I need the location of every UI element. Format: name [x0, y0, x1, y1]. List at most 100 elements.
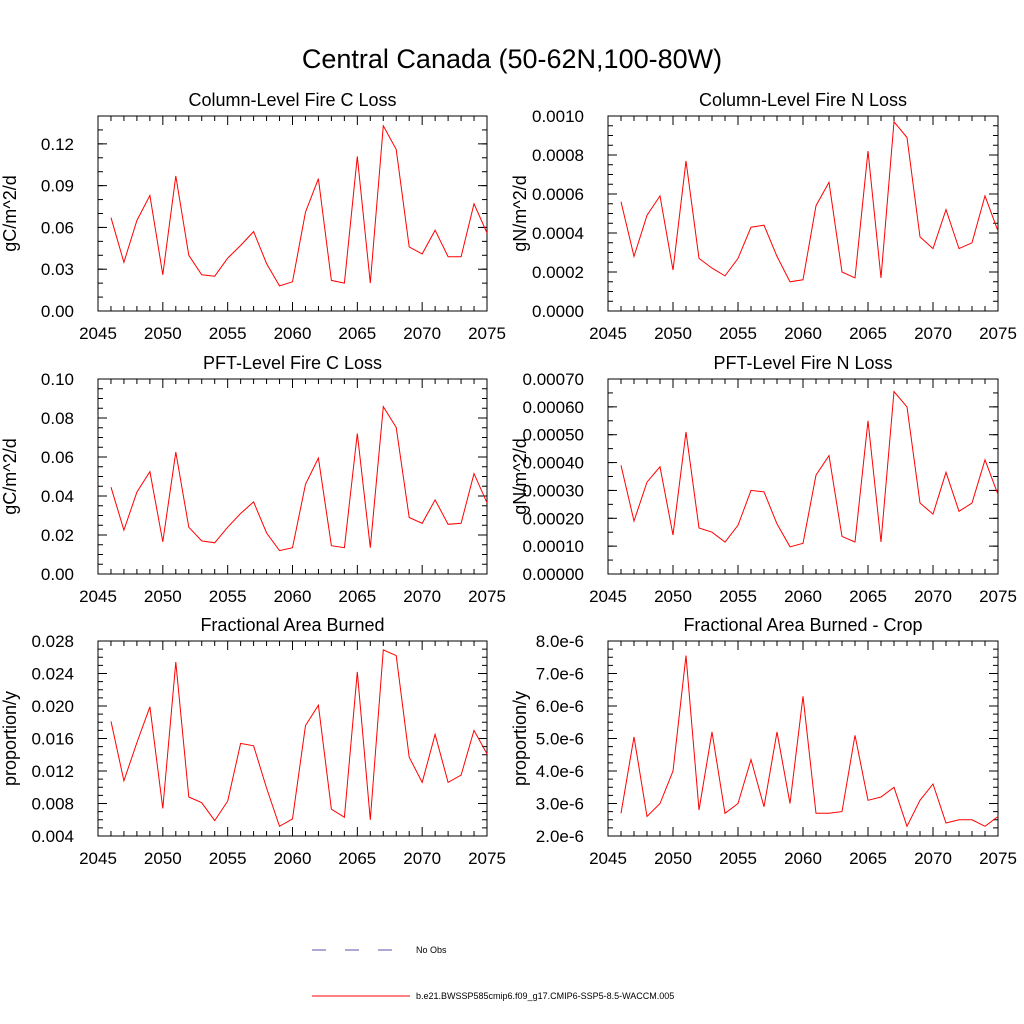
- series-line: [110, 649, 488, 828]
- x-tick-label: 2060: [274, 849, 312, 868]
- y-tick-label: 0.0008: [532, 146, 584, 165]
- series-line: [620, 655, 999, 828]
- y-tick-label: 3.0e-6: [536, 795, 584, 814]
- x-tick-label: 2045: [79, 324, 117, 343]
- y-tick-label: 0.0010: [532, 107, 584, 126]
- y-tick-label: 6.0e-6: [536, 697, 584, 716]
- y-axis-label: gC/m^2/d: [0, 175, 20, 251]
- chart-panel-fab: 2045 2050 2055 2060 2065 2070 2075 0.004 0.008 0.…: [0, 615, 506, 868]
- legend-label-model-run: b.e21.BWSSP585cmip6.f09_g17.CMIP6-SSP5-8…: [416, 991, 674, 1001]
- legend: No Obs b.e21.BWSSP585cmip6.f09_g17.CMIP6…: [312, 945, 674, 1001]
- series-line: [620, 120, 999, 283]
- y-tick-label: 0.08: [41, 409, 74, 428]
- x-tick-label: 2060: [784, 324, 822, 343]
- y-tick-label: 0.10: [41, 370, 74, 389]
- panels: 2045 2050 2055 2060 2065 2070 2075 0.00 0.03 0.06…: [0, 90, 1017, 868]
- y-axis-label: proportion/y: [0, 691, 20, 786]
- panel-title: Fractional Area Burned - Crop: [683, 615, 922, 635]
- x-tick-label: 2070: [914, 587, 952, 606]
- y-tick-label: 0.00040: [523, 454, 584, 473]
- x-tick-label: 2065: [849, 587, 887, 606]
- plot-frame: [97, 378, 488, 575]
- x-tick-label: 2050: [654, 324, 692, 343]
- y-tick-label: 0.00010: [523, 537, 584, 556]
- y-axis-label: proportion/y: [510, 691, 530, 786]
- y-tick-label: 0.00050: [523, 426, 584, 445]
- y-tick-label: 0.024: [31, 665, 74, 684]
- y-tick-label: 0.012: [31, 762, 74, 781]
- y-tick-label: 0.0004: [532, 224, 584, 243]
- x-tick-label: 2065: [849, 324, 887, 343]
- x-tick-label: 2075: [979, 849, 1017, 868]
- x-tick-label: 2045: [589, 849, 627, 868]
- y-tick-label: 0.06: [41, 448, 74, 467]
- y-tick-label: 0.04: [41, 487, 74, 506]
- panel-title: Column-Level Fire N Loss: [699, 90, 907, 110]
- y-tick-label: 0.02: [41, 526, 74, 545]
- x-tick-label: 2050: [654, 587, 692, 606]
- y-tick-label: 0.09: [41, 177, 74, 196]
- x-tick-label: 2070: [403, 324, 441, 343]
- x-tick-label: 2075: [979, 587, 1017, 606]
- plot-frame: [607, 115, 999, 312]
- y-tick-label: 0.020: [31, 697, 74, 716]
- y-tick-label: 0.008: [31, 795, 74, 814]
- y-tick-label: 0.00: [41, 565, 74, 584]
- x-tick-label: 2075: [468, 849, 506, 868]
- legend-label-no-obs: No Obs: [416, 945, 447, 955]
- y-tick-label: 0.00030: [523, 481, 584, 500]
- panel-title: Fractional Area Burned: [200, 615, 384, 635]
- x-tick-label: 2060: [274, 324, 312, 343]
- x-tick-label: 2075: [468, 587, 506, 606]
- x-tick-label: 2065: [338, 324, 376, 343]
- series-line: [110, 124, 488, 287]
- x-tick-label: 2075: [979, 324, 1017, 343]
- y-tick-label: 0.00: [41, 302, 74, 321]
- y-axis-label: gC/m^2/d: [0, 438, 20, 514]
- y-tick-label: 2.0e-6: [536, 827, 584, 846]
- y-tick-label: 0.00000: [523, 565, 584, 584]
- x-tick-label: 2045: [589, 324, 627, 343]
- y-tick-label: 0.0000: [532, 302, 584, 321]
- y-tick-label: 0.016: [31, 730, 74, 749]
- y-tick-label: 8.0e-6: [536, 632, 584, 651]
- y-tick-label: 0.06: [41, 218, 74, 237]
- x-tick-label: 2060: [784, 587, 822, 606]
- x-tick-label: 2055: [719, 324, 757, 343]
- x-tick-label: 2055: [209, 849, 247, 868]
- figure-title: Central Canada (50-62N,100-80W): [302, 44, 722, 74]
- x-tick-label: 2070: [914, 849, 952, 868]
- x-tick-label: 2060: [274, 587, 312, 606]
- chart-panel-col-c: 2045 2050 2055 2060 2065 2070 2075 0.00 0.03 0.06…: [0, 90, 506, 343]
- y-tick-label: 0.00060: [523, 398, 584, 417]
- x-tick-label: 2045: [589, 587, 627, 606]
- y-tick-label: 0.028: [31, 632, 74, 651]
- x-tick-label: 2050: [144, 849, 182, 868]
- x-tick-label: 2070: [403, 587, 441, 606]
- y-tick-label: 4.0e-6: [536, 762, 584, 781]
- y-tick-label: 7.0e-6: [536, 665, 584, 684]
- x-tick-label: 2050: [144, 587, 182, 606]
- y-tick-label: 0.0002: [532, 263, 584, 282]
- x-tick-label: 2060: [784, 849, 822, 868]
- panel-title: PFT-Level Fire N Loss: [713, 353, 892, 373]
- x-tick-label: 2065: [338, 849, 376, 868]
- x-tick-label: 2055: [719, 849, 757, 868]
- x-tick-label: 2075: [468, 324, 506, 343]
- plot-frame: [97, 640, 488, 837]
- plot-frame: [607, 640, 999, 837]
- series-line: [620, 390, 999, 548]
- y-tick-label: 0.0006: [532, 185, 584, 204]
- y-tick-label: 0.004: [31, 827, 74, 846]
- x-tick-label: 2065: [849, 849, 887, 868]
- x-tick-label: 2050: [144, 324, 182, 343]
- x-tick-label: 2055: [209, 324, 247, 343]
- chart-panel-fab-crop: 2045 2050 2055 2060 2065 2070 2075 2.0e-6 3.0e-6…: [510, 615, 1017, 868]
- y-axis-label: gN/m^2/d: [510, 175, 530, 251]
- panel-title: PFT-Level Fire C Loss: [203, 353, 382, 373]
- y-tick-label: 5.0e-6: [536, 730, 584, 749]
- y-tick-label: 0.00020: [523, 509, 584, 528]
- chart-panel-pft-n: 2045 2050 2055 2060 2065 2070 2075 0.00000 0.000…: [510, 353, 1017, 606]
- x-tick-label: 2045: [79, 849, 117, 868]
